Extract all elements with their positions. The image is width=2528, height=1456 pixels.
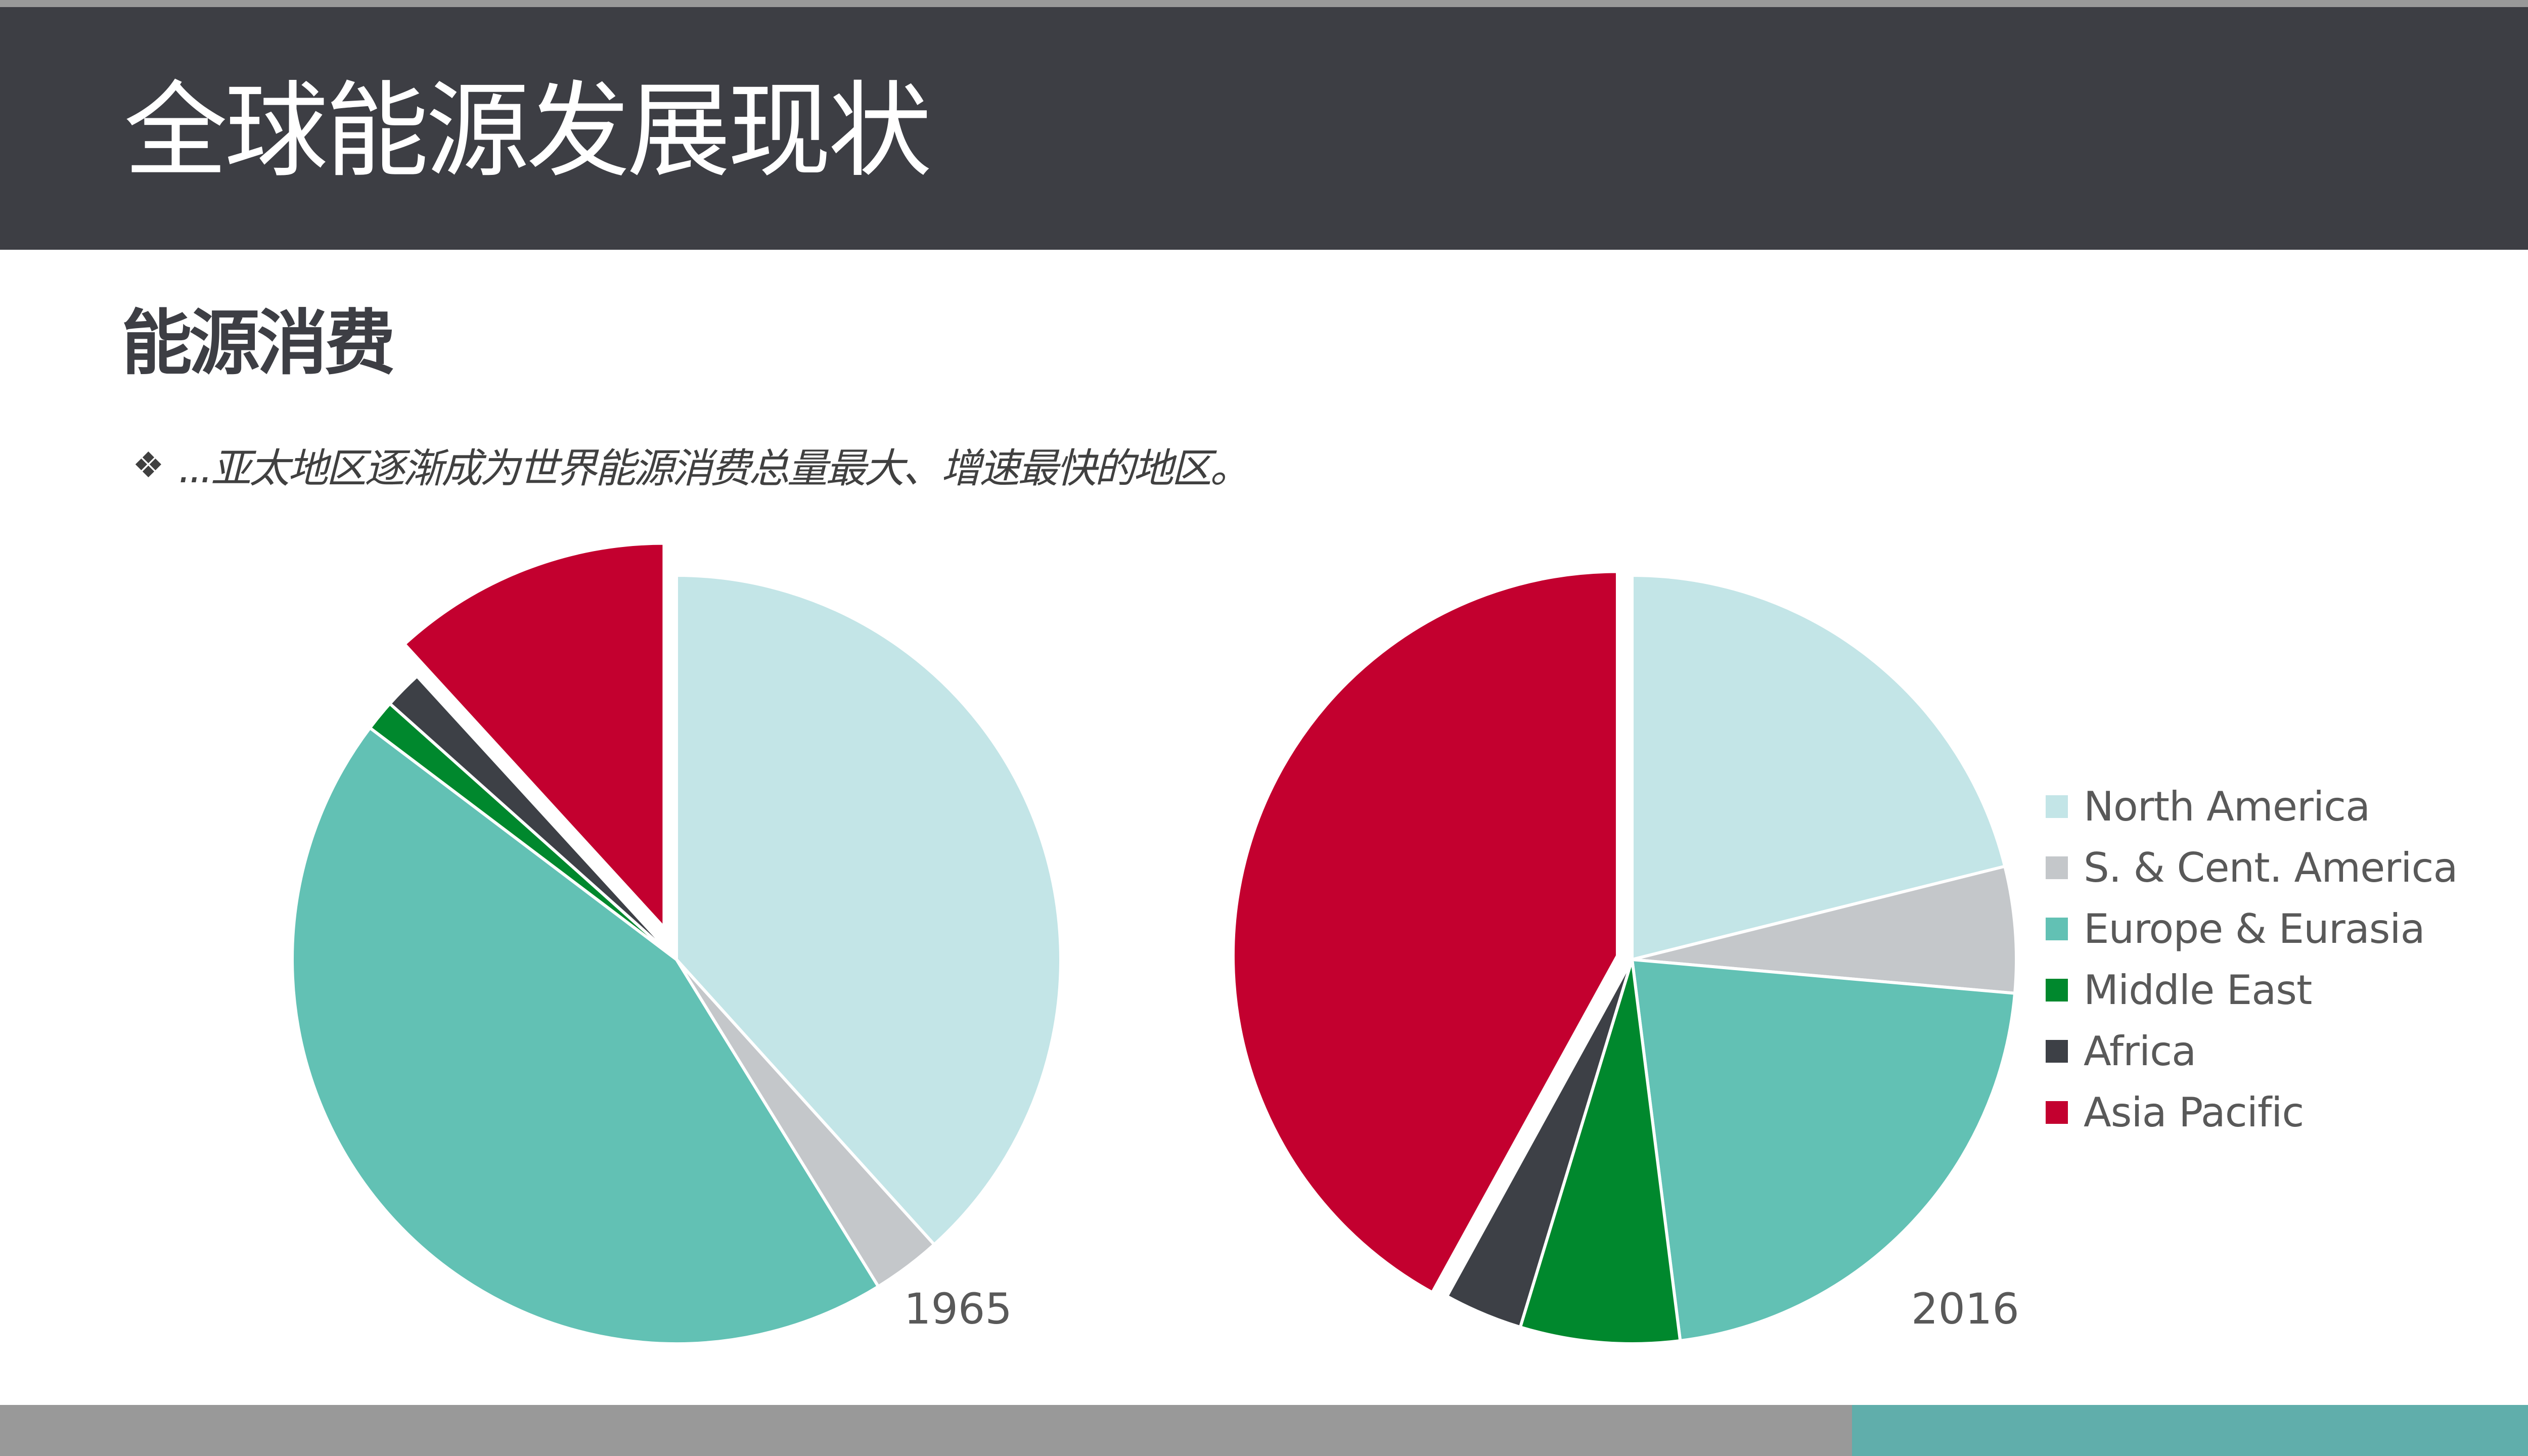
legend-swatch-icon [2046, 795, 2068, 818]
pie-slice-north-america [1631, 574, 2007, 961]
pie-slice-africa [1445, 958, 1634, 1329]
legend-item-north-america: North America [2046, 776, 2457, 837]
legend-item-middle-east: Middle East [2046, 960, 2457, 1021]
pie-slice-s-cent-america [1631, 864, 2018, 995]
pie-slice-north-america [675, 574, 1062, 1246]
pie-chart-2016 [1231, 570, 2018, 1345]
diamond-bullet-icon: ❖ [132, 444, 164, 486]
legend-swatch-icon [2046, 1101, 2068, 1124]
legend-label: Europe & Eurasia [2084, 905, 2425, 952]
legend-swatch-icon [2046, 979, 2068, 1002]
legend-item-south-central-america: S. & Cent. America [2046, 837, 2458, 898]
top-accent-strip [0, 0, 2528, 7]
bullet-text: ...亚太地区逐渐成为世界能源消费总量最大、增速最快的地区。 [178, 445, 1250, 492]
pie-slice-africa [388, 674, 678, 961]
legend-swatch-icon [2046, 918, 2068, 940]
title-banner [0, 7, 2528, 250]
legend-item-asia-pacific: Asia Pacific [2046, 1082, 2457, 1143]
footer-bar-teal [1852, 1405, 2528, 1456]
legend-label: Middle East [2084, 967, 2312, 1014]
pie-slice-asia-pacific [403, 541, 666, 929]
legend-label: Asia Pacific [2084, 1089, 2304, 1136]
pie-slice-europe-eurasia [291, 726, 880, 1345]
pie-chart-1965 [291, 541, 1062, 1345]
pie-slice-middle-east [1518, 958, 1682, 1345]
legend-label: S. & Cent. America [2084, 844, 2458, 891]
legend-label: North America [2084, 783, 2370, 830]
legend-label: Africa [2084, 1028, 2196, 1075]
pie-label-2016: 2016 [1911, 1284, 2019, 1334]
legend-swatch-icon [2046, 856, 2068, 879]
legend-item-africa: Africa [2046, 1021, 2457, 1082]
legend-item-europe-eurasia: Europe & Eurasia [2046, 898, 2457, 960]
section-heading: 能源消费 [121, 302, 395, 385]
legend-swatch-icon [2046, 1040, 2068, 1063]
slide-title: 全球能源发展现状 [124, 71, 932, 192]
pie-slice-europe-eurasia [1631, 958, 2017, 1343]
footer-bar-grey [0, 1405, 1852, 1456]
bullet-point: ❖ ...亚太地区逐渐成为世界能源消费总量最大、增速最快的地区。 [132, 435, 1250, 495]
chart-legend: North America S. & Cent. America Europe … [2046, 776, 2458, 1143]
pie-label-1965: 1965 [904, 1284, 1012, 1334]
pie-slice-asia-pacific [1231, 570, 1619, 1294]
